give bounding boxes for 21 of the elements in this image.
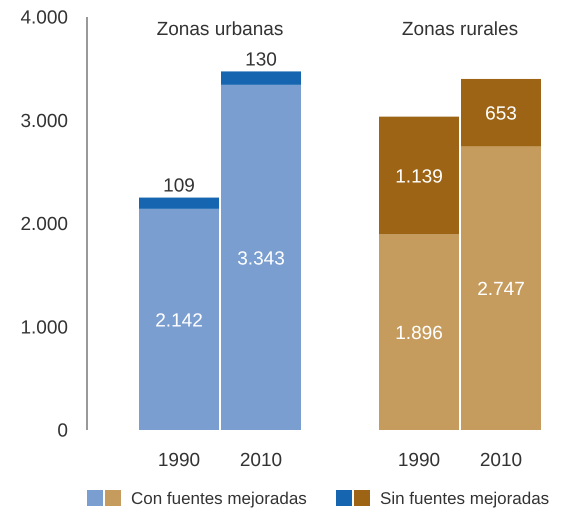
legend-label: Con fuentes mejoradas [131, 488, 307, 508]
annotation: Zonas rurales [402, 19, 518, 40]
y-tick-label: 3.000 [20, 110, 68, 132]
x-tick-label: 1990 [398, 450, 440, 471]
data-label: 109 [163, 176, 195, 197]
data-label: 2.747 [477, 279, 525, 300]
x-tick-label: 2010 [480, 450, 522, 471]
legend-label: Sin fuentes mejoradas [380, 488, 550, 508]
x-tick-label: 2010 [240, 450, 282, 471]
data-label: 3.343 [237, 248, 285, 270]
data-label: 2.142 [155, 310, 203, 332]
data-label: 653 [485, 104, 517, 125]
data-label: 130 [245, 49, 277, 70]
y-tick-label: 4.000 [20, 8, 68, 29]
data-label: 1.896 [395, 323, 443, 344]
data-label: 1.139 [395, 166, 443, 188]
x-tick-label: 1990 [158, 450, 200, 471]
y-tick-label: 2.000 [20, 214, 68, 236]
annotation: Zonas urbanas [156, 19, 284, 40]
y-tick-label: 1.000 [20, 317, 68, 338]
y-tick-label: 0 [57, 420, 68, 442]
